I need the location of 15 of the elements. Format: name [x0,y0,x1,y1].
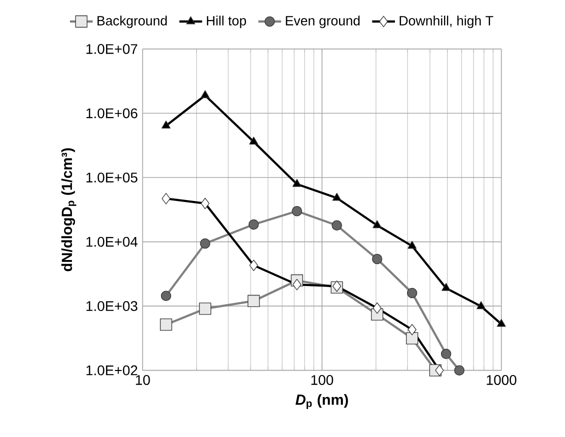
legend-label: Hill top [206,16,246,28]
y-tick-label: 1.0E+07 [86,44,138,54]
legend-label: Even ground [286,16,360,28]
x-tick-label: 1000 [486,375,516,385]
y-tick-label: 1.0E+04 [86,236,138,247]
y-tick-label: 1.0E+05 [86,172,138,182]
y-tick-label: 1.0E+06 [86,108,138,118]
y-tick-label: 1.0E+03 [86,301,138,312]
x-axis-title: D$_{p}$ (nm) [296,394,348,410]
legend-label: Downhill, high T [400,16,494,28]
y-tick-label: 1.0E+02 [86,365,138,376]
x-tick-label: 10 [136,375,150,385]
legend-label: Background [98,16,167,28]
x-tick-label: 100 [311,375,334,385]
y-axis-title: dN/dlogD$_{p}$ (1/cm³) [61,148,76,272]
